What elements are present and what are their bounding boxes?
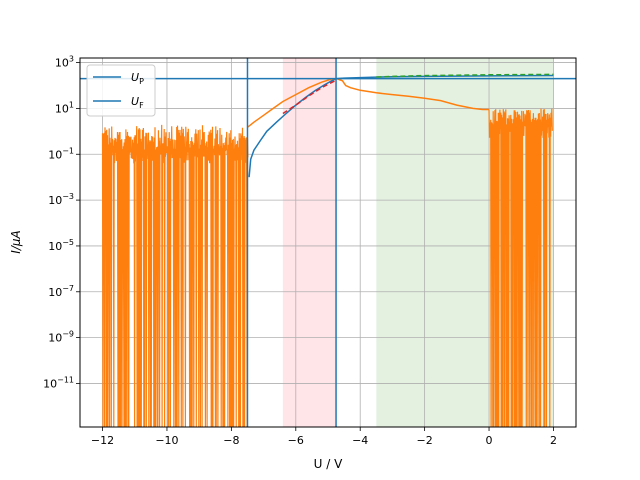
y-tick-label: 10−3 <box>48 192 74 207</box>
y-axis-label: I/µA <box>9 230 23 253</box>
y-tick-label: 10−5 <box>48 238 74 253</box>
y-tick-label: 10−1 <box>48 146 74 161</box>
y-tick-label: 103 <box>55 55 74 70</box>
x-tick-label: −8 <box>223 434 239 447</box>
y-tick-label: 10−11 <box>43 375 74 390</box>
x-axis-label: U / V <box>314 457 343 471</box>
series-1-noise-region-0 <box>101 124 249 427</box>
series-1-noise-region-1 <box>488 108 553 427</box>
x-tick-label: 0 <box>486 434 493 447</box>
x-tick-label: −6 <box>288 434 304 447</box>
y-tick-label: 10−9 <box>48 330 74 345</box>
reference-lines <box>80 58 576 427</box>
x-tick-label: −4 <box>352 434 368 447</box>
legend-box <box>86 64 156 117</box>
legend-label-0: UP <box>131 71 144 86</box>
y-tick-label: 101 <box>55 100 74 115</box>
shaded-region-0 <box>282 58 337 427</box>
legend: UP UF <box>86 64 156 117</box>
x-tick-label: −2 <box>417 434 433 447</box>
x-tick-label: −12 <box>91 434 114 447</box>
x-tick-label: 2 <box>550 434 557 447</box>
shaded-regions <box>282 58 554 427</box>
plot-area <box>101 73 554 427</box>
legend-label-1: UF <box>131 95 144 110</box>
series-2-line <box>282 79 337 115</box>
y-axis-ticks: 103 101 10−1 10−3 10−5 10−7 10−9 10−11 <box>43 55 80 390</box>
x-axis-ticks: −12 −10 −8 −6 −4 −2 0 2 <box>91 427 557 447</box>
x-tick-label: −10 <box>155 434 178 447</box>
y-tick-label: 10−7 <box>48 284 74 299</box>
series-0-line <box>248 74 554 178</box>
axes-frame <box>79 57 577 428</box>
